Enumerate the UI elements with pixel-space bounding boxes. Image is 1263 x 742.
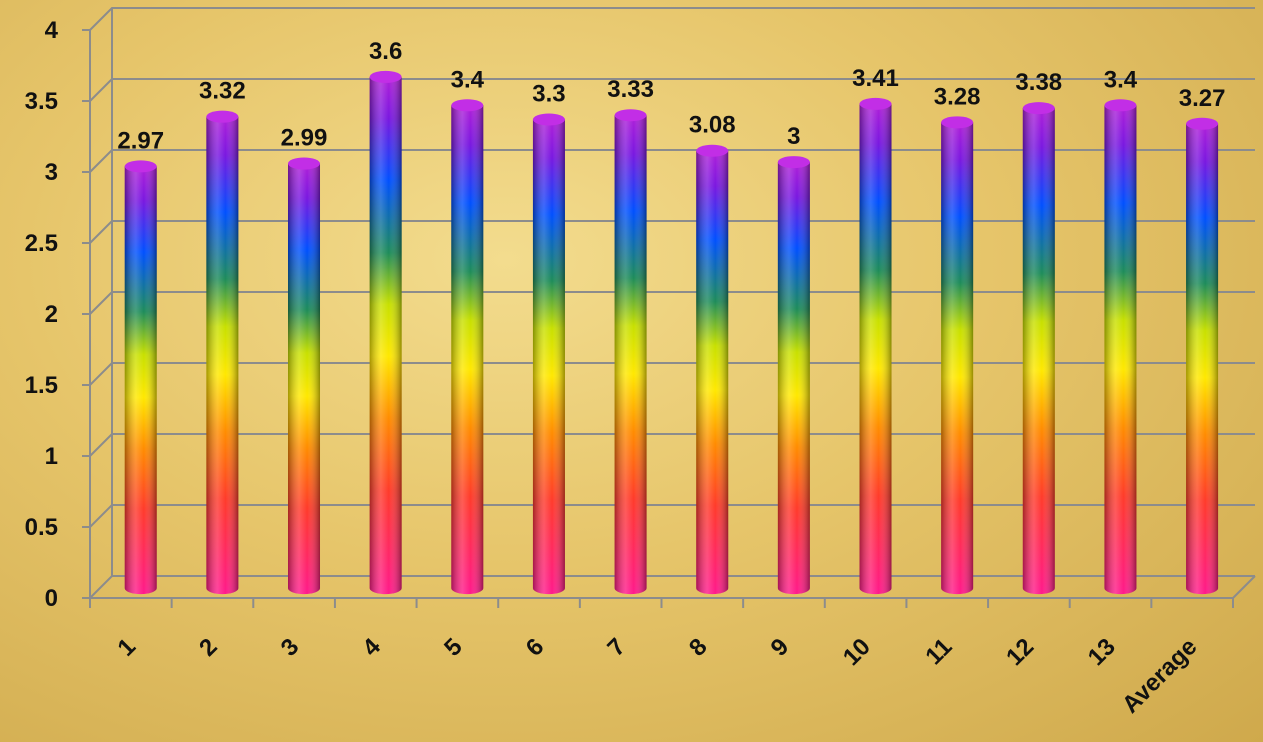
- bar-cap: [1186, 117, 1219, 130]
- bars: [124, 70, 1219, 595]
- bar: [451, 99, 484, 595]
- data-label: 3.38: [1015, 69, 1062, 96]
- gridline: [89, 78, 1255, 102]
- axes: [82, 29, 1256, 608]
- data-label: 3.41: [852, 65, 899, 92]
- bar: [369, 70, 402, 595]
- bar-cap: [532, 113, 565, 126]
- bar: [206, 110, 239, 595]
- x-tick-label: 3: [276, 633, 305, 662]
- x-tick-label: 11: [920, 633, 957, 670]
- y-tick-label: 3: [45, 159, 58, 186]
- bar: [941, 116, 974, 595]
- bar-cap: [696, 144, 729, 157]
- y-tick-label: 4: [45, 17, 59, 44]
- y-tick-label: 1.5: [25, 372, 58, 399]
- y-tick-label: 2: [45, 301, 58, 328]
- data-label: 3.28: [934, 83, 981, 110]
- data-label: 2.99: [281, 125, 328, 152]
- bar-cap: [451, 99, 484, 112]
- bar-cap: [288, 157, 321, 170]
- data-label: 3.6: [369, 38, 402, 65]
- bar: [288, 157, 321, 595]
- bar: [777, 156, 810, 595]
- data-label: 3.4: [451, 66, 485, 93]
- y-tick-label: 0: [45, 585, 58, 612]
- y-tick-label: 3.5: [25, 88, 58, 115]
- bar-cap: [124, 160, 157, 173]
- x-tick-label: 7: [602, 633, 631, 662]
- bar: [532, 113, 565, 595]
- floor-right-edge: [1232, 575, 1256, 599]
- x-tick-label: 2: [194, 633, 223, 662]
- x-tick-label: 12: [1001, 633, 1039, 671]
- gridline: [89, 362, 1255, 386]
- bar-cap: [1022, 102, 1055, 115]
- gridline: [89, 7, 1255, 31]
- bar-cap: [206, 110, 239, 123]
- gridline: [89, 291, 1255, 315]
- data-label: 3.08: [689, 112, 736, 139]
- y-tick-label: 2.5: [25, 230, 58, 257]
- bar: [696, 144, 729, 595]
- data-label: 2.97: [117, 127, 164, 154]
- bar: [1022, 102, 1055, 595]
- bar-cap: [1104, 99, 1137, 112]
- gridline: [89, 149, 1255, 173]
- bar-cap: [369, 70, 402, 83]
- data-label: 3.27: [1179, 85, 1226, 112]
- x-tick-label: 8: [684, 633, 713, 662]
- x-tick-label: 13: [1083, 633, 1121, 671]
- gridline: [89, 220, 1255, 244]
- y-tick-label: 0.5: [25, 514, 58, 541]
- x-tick-label: 9: [766, 633, 795, 662]
- x-tick-label: 1: [113, 633, 142, 662]
- bar: [614, 109, 647, 595]
- gridline: [89, 504, 1255, 528]
- bar: [1104, 99, 1137, 595]
- gridline: [89, 433, 1255, 457]
- y-tick-label: 1: [45, 443, 58, 470]
- data-label: 3.33: [607, 76, 654, 103]
- bar-cap: [859, 97, 892, 110]
- data-label: 3.3: [532, 81, 565, 108]
- x-tick-label: 5: [439, 633, 468, 662]
- bar: [1186, 117, 1219, 595]
- bar-cap: [777, 156, 810, 169]
- x-tick-label: Average: [1117, 633, 1202, 718]
- x-tick-label: 10: [838, 633, 876, 671]
- bar: [859, 97, 892, 595]
- x-tick-label: 4: [357, 633, 386, 662]
- data-label: 3: [787, 123, 800, 150]
- bar-cap: [614, 109, 647, 122]
- grid: [89, 7, 1255, 599]
- data-label: 3.4: [1104, 66, 1138, 93]
- gridline: [89, 575, 1255, 599]
- data-label: 3.32: [199, 78, 246, 105]
- bar-cap: [941, 116, 974, 129]
- x-tick-label: 6: [521, 633, 550, 662]
- bar: [124, 160, 157, 595]
